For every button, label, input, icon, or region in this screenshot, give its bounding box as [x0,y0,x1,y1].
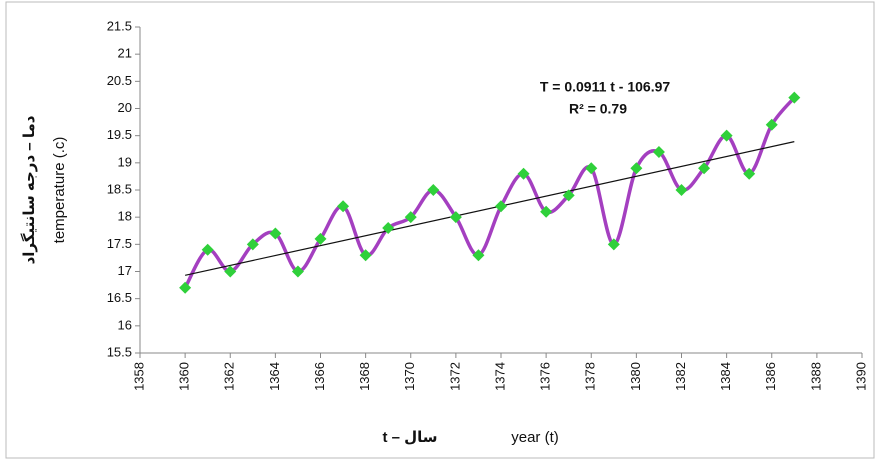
x-tick-label: 1358 [131,362,146,391]
x-tick-label: 1362 [222,362,237,391]
y-tick-label: 15.5 [107,344,132,359]
chart: دما – درجه سانتیگراد temperature (.c) t … [0,0,877,461]
equation: T = 0.0911 t - 106.97 [540,79,671,95]
y-tick-label: 17 [118,263,132,278]
y-tick-label: 19.5 [107,127,132,142]
x-tick-label: 1368 [357,362,372,391]
x-tick-label: 1378 [583,362,598,391]
y-tick-label: 16 [118,317,132,332]
y-tick-label: 21.5 [107,18,132,33]
x-tick-label: 1370 [402,362,417,391]
x-tick-label: 1372 [447,362,462,391]
x-tick-label: 1360 [177,362,192,391]
x-tick-label: 1388 [808,362,823,391]
x-tick-label: 1386 [763,362,778,391]
x-tick-label: 1366 [312,362,327,391]
x-tick-label: 1380 [628,362,643,391]
x-axis-label: year (t) [511,429,559,446]
y-axis-label: temperature (.c) [51,137,68,244]
y-tick-label: 19 [118,154,132,169]
x-tick-label: 1376 [538,362,553,391]
x-tick-label: 1390 [853,362,868,391]
x-tick-label: 1364 [267,362,282,391]
x-tick-label: 1384 [718,362,733,391]
y-tick-label: 17.5 [107,236,132,251]
y-tick-label: 20 [118,100,132,115]
y-tick-label: 18.5 [107,181,132,196]
x-axis-label: t – سال [382,429,437,446]
y-tick-label: 20.5 [107,73,132,88]
y-axis-label: دما – درجه سانتیگراد [20,115,38,264]
r-squared: R² = 0.79 [569,101,627,117]
x-tick-label: 1374 [492,362,507,391]
x-tick-label: 1382 [673,362,688,391]
y-tick-label: 16.5 [107,290,132,305]
y-tick-label: 18 [118,209,132,224]
y-tick-label: 21 [118,46,132,61]
